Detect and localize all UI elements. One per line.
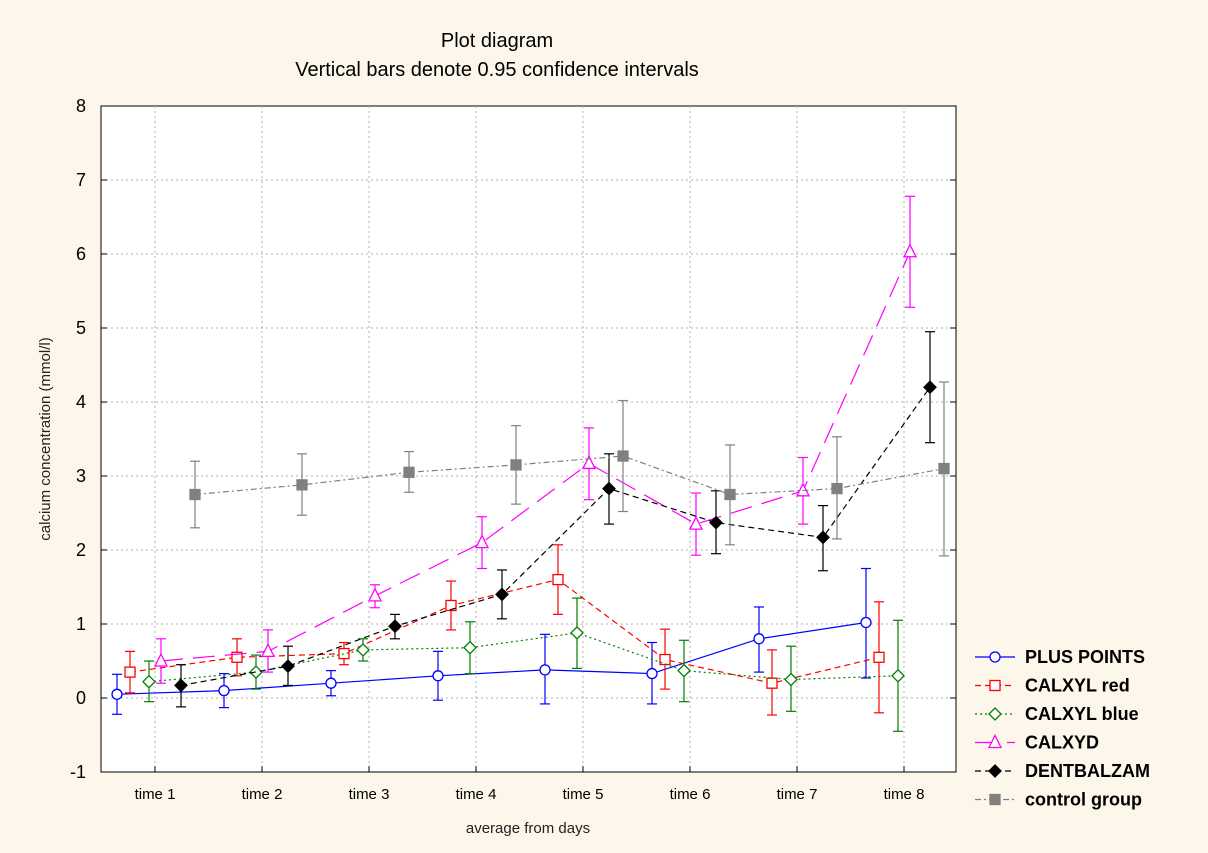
legend-label: CALXYL blue: [1025, 704, 1139, 724]
y-tick-label: 5: [76, 318, 86, 338]
data-point: [189, 488, 201, 501]
data-point: [677, 663, 691, 678]
data-point: [709, 515, 723, 530]
data-point: [891, 668, 905, 683]
data-point: [174, 678, 188, 693]
x-tick-label: time 6: [670, 786, 711, 803]
legend-item: control group: [975, 790, 1142, 810]
data-point: [766, 677, 778, 689]
y-tick-label: 4: [76, 392, 86, 412]
legend-marker: [989, 651, 1001, 663]
data-point: [325, 677, 337, 689]
data-point: [463, 640, 477, 655]
legend-item: PLUS POINTS: [975, 647, 1145, 667]
legend-item: DENTBALZAM: [975, 761, 1150, 781]
data-point: [784, 672, 798, 687]
data-point: [816, 530, 830, 545]
data-point: [724, 488, 736, 501]
y-tick-label: 1: [76, 614, 86, 634]
legend-label: CALXYL red: [1025, 676, 1130, 696]
x-tick-label: time 8: [884, 786, 925, 803]
legend-marker: [989, 793, 1001, 806]
data-point: [581, 454, 597, 470]
data-point: [388, 619, 402, 634]
data-point: [510, 459, 522, 471]
data-point: [367, 587, 383, 602]
x-tick-label: time 1: [135, 786, 176, 803]
chart-subtitle: Vertical bars denote 0.95 confidence int…: [295, 59, 699, 81]
series-plus-points: [111, 567, 872, 715]
data-point: [753, 633, 765, 645]
data-point: [338, 647, 350, 660]
data-point: [938, 462, 950, 475]
data-point: [445, 599, 457, 612]
legend-label: DENTBALZAM: [1025, 761, 1150, 781]
y-tick-label: 3: [76, 466, 86, 486]
legend-marker: [987, 734, 1003, 749]
data-point: [249, 665, 263, 680]
x-tick-label: time 4: [456, 786, 497, 803]
data-point: [432, 670, 444, 682]
x-tick-label: time 7: [777, 786, 818, 803]
data-point: [218, 684, 230, 697]
y-tick-label: 6: [76, 244, 86, 264]
x-tick-label: time 5: [563, 786, 604, 803]
series-dentbalzam: [174, 331, 937, 708]
data-point: [260, 642, 276, 658]
legend-label: PLUS POINTS: [1025, 647, 1145, 667]
legend-item: CALXYL red: [975, 676, 1130, 696]
data-point: [111, 688, 123, 700]
legend-marker: [989, 679, 1001, 692]
legend-item: CALXYL blue: [975, 704, 1139, 724]
y-tick-label: 0: [76, 688, 86, 708]
data-point: [570, 625, 584, 640]
plot-area: [100, 105, 957, 773]
data-point: [296, 479, 308, 491]
data-point: [231, 651, 243, 663]
series-control-group: [189, 381, 950, 557]
data-point: [873, 651, 885, 663]
data-point: [124, 666, 136, 678]
data-point: [403, 466, 415, 478]
legend: PLUS POINTS CALXYL red CALXYL blue CALXYD DE…: [975, 647, 1150, 810]
data-point: [474, 534, 490, 549]
data-point: [495, 587, 509, 602]
legend-item: CALXYD: [975, 733, 1099, 753]
data-point: [617, 450, 629, 462]
y-tick-label: 8: [76, 96, 86, 116]
legend-label: control group: [1025, 790, 1142, 810]
series-line: [194, 455, 945, 496]
series-line: [129, 578, 880, 684]
data-point: [831, 482, 843, 495]
data-point: [552, 573, 564, 586]
data-point: [356, 642, 370, 657]
x-tick-label: time 3: [349, 786, 390, 803]
data-point: [602, 481, 616, 496]
data-point: [923, 380, 937, 395]
data-point: [688, 515, 704, 530]
series-calxyl-red: [124, 544, 885, 716]
data-point: [153, 652, 169, 667]
y-axis-label: calcium concentration (mmol/l): [37, 337, 54, 540]
data-point: [902, 243, 918, 258]
data-point: [539, 664, 551, 676]
x-axis-label: average from days: [466, 820, 590, 837]
legend-label: CALXYD: [1025, 733, 1099, 753]
x-tick-label: time 2: [242, 786, 283, 803]
legend-marker: [988, 707, 1002, 721]
data-point: [142, 674, 156, 689]
y-tick-label: 2: [76, 540, 86, 560]
legend-marker: [988, 764, 1002, 778]
y-tick-label: 7: [76, 170, 86, 190]
data-point: [860, 616, 872, 629]
y-tick-label: -1: [70, 762, 86, 782]
series-line: [116, 621, 867, 695]
chart-title: Plot diagram: [441, 30, 553, 52]
data-point: [646, 667, 658, 680]
data-point: [281, 659, 295, 674]
series-calxyd: [153, 195, 918, 684]
